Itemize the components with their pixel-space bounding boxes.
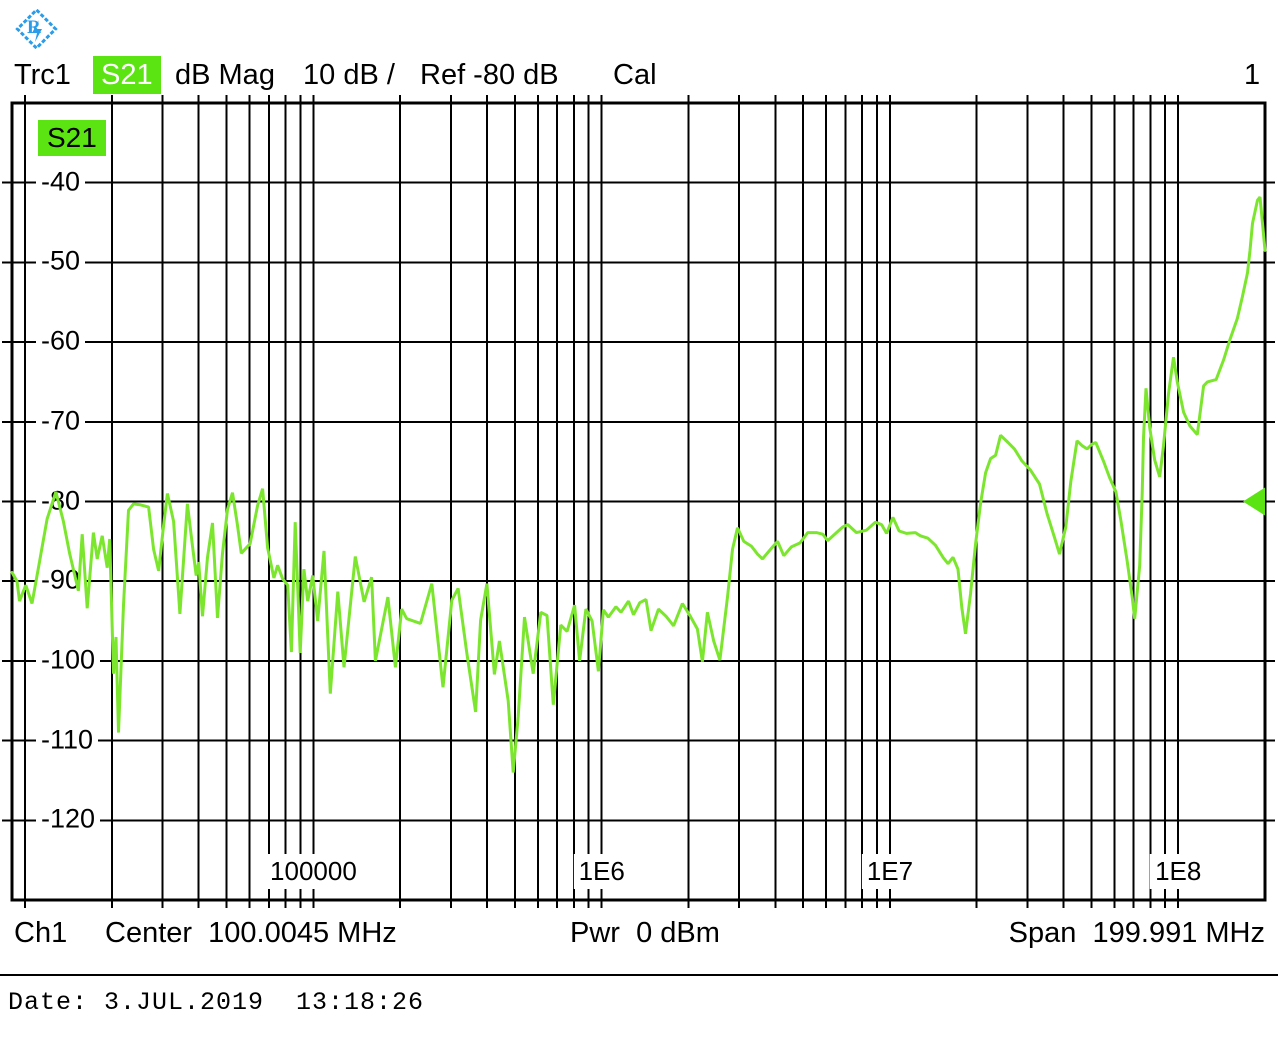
power-field[interactable]: Pwr 0 dBm (570, 917, 720, 949)
screen-number-label: 1 (1244, 59, 1261, 91)
trace-scale-label[interactable]: 10 dB / (303, 59, 395, 91)
date-time-label: Date: 3.JUL.2019 13:18:26 (8, 988, 425, 1017)
trace-name-label[interactable]: Trc1 (14, 59, 71, 91)
span-field[interactable]: Span 199.991 MHz (1008, 917, 1265, 949)
status-separator (0, 974, 1278, 976)
center-frequency-field[interactable]: Center 100.0045 MHz (105, 917, 397, 949)
trace-format-label[interactable]: dB Mag (175, 59, 275, 91)
trace-measurement-badge[interactable]: S21 (93, 56, 161, 94)
trace-reference-label[interactable]: Ref -80 dB (420, 59, 559, 91)
trace-badge: S21 (38, 120, 106, 156)
trace-cal-label: Cal (613, 59, 657, 91)
rohde-schwarz-logo-icon: R (15, 7, 58, 51)
channel-label: Ch1 (14, 917, 68, 949)
